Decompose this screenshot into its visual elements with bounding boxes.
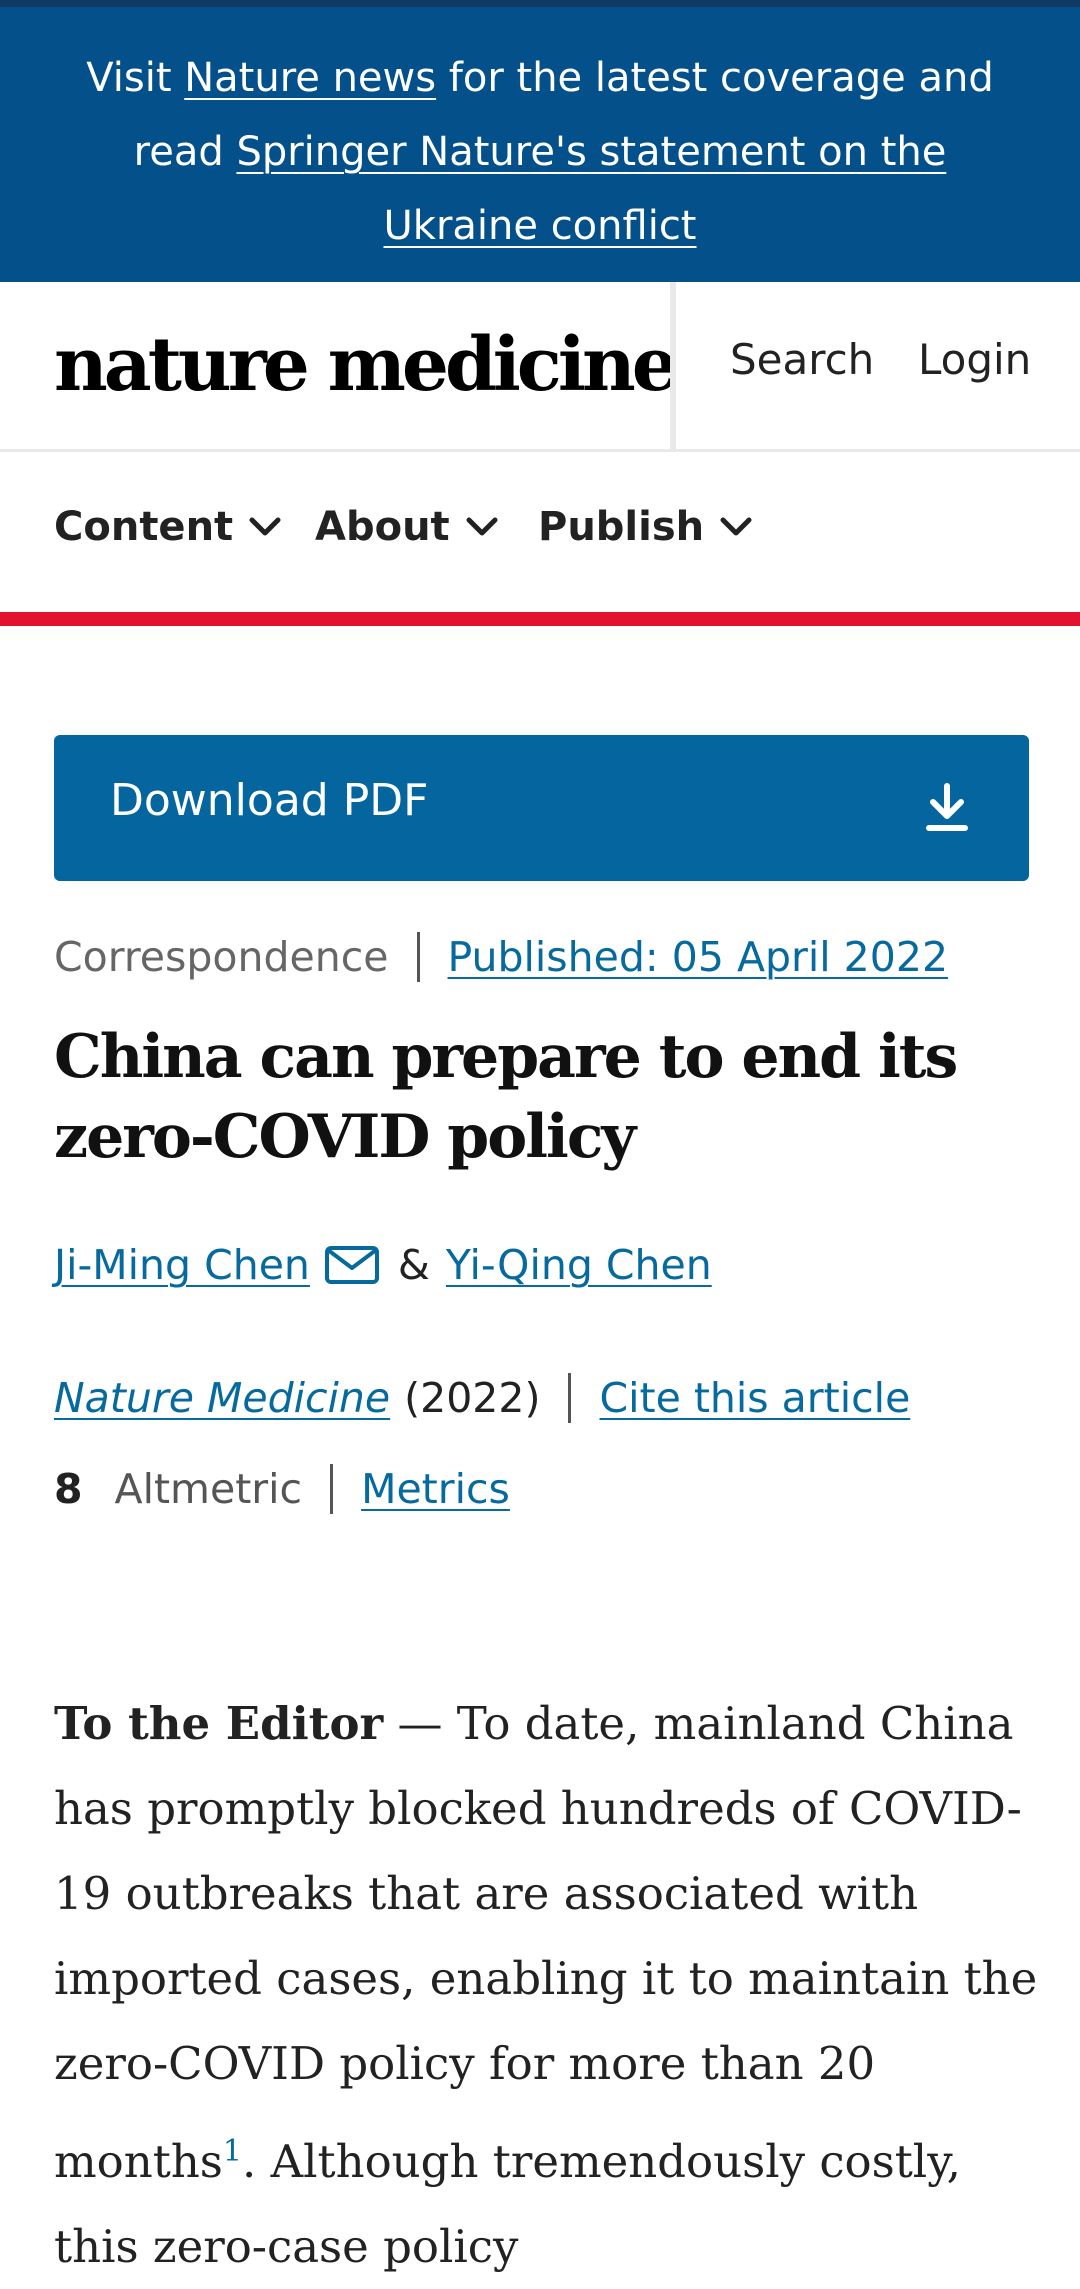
nav-label: Publish <box>538 504 705 550</box>
header-divider <box>670 282 676 449</box>
nature-medicine-logo[interactable]: nature medicine <box>54 322 679 408</box>
divider <box>330 1464 334 1514</box>
download-pdf-button[interactable]: Download PDF <box>54 735 1029 881</box>
altmetric-score: 8 <box>54 1465 83 1513</box>
article-type: Correspondence <box>54 933 389 981</box>
banner-text: Visit <box>86 55 185 101</box>
cite-article-link[interactable]: Cite this article <box>599 1374 911 1422</box>
login-link[interactable]: Login <box>918 335 1032 384</box>
altmetric-line: 8 Altmetric Metrics <box>54 1464 510 1514</box>
chevron-down-icon <box>466 516 498 538</box>
journal-link[interactable]: Nature Medicine <box>54 1374 391 1422</box>
reference-link[interactable]: 1 <box>222 2134 242 2169</box>
nav-label: Content <box>54 504 234 550</box>
nature-news-link[interactable]: Nature news <box>184 55 437 101</box>
site-header: nature medicine Search Login <box>0 282 1080 452</box>
accent-bar <box>0 612 1080 626</box>
notice-banner: Visit Nature news for the latest coverag… <box>0 0 1080 282</box>
metrics-link[interactable]: Metrics <box>361 1465 510 1513</box>
chevron-down-icon <box>249 516 281 538</box>
body-lead: To the Editor <box>54 1697 384 1750</box>
nav-content-menu[interactable]: Content <box>54 504 281 550</box>
article-body: To the Editor — To date, mainland China … <box>54 1681 1054 2289</box>
download-pdf-label: Download PDF <box>110 775 429 826</box>
published-date-link[interactable]: Published: 05 April 2022 <box>447 933 949 981</box>
nav-about-menu[interactable]: About <box>315 504 498 550</box>
body-text: — To date, mainland China has promptly b… <box>54 1697 1038 2188</box>
altmetric-label: Altmetric <box>114 1465 303 1513</box>
divider <box>416 932 420 982</box>
article-title: China can prepare to end its zero-COVID … <box>54 1022 958 1172</box>
banner-text: for the latest coverage and read <box>133 55 994 175</box>
springer-statement-link[interactable]: Springer Nature's statement on the Ukrai… <box>236 129 947 249</box>
author-link[interactable]: Yi-Qing Chen <box>445 1241 712 1289</box>
author-list: Ji-Ming Chen & Yi-Qing Chen <box>54 1241 712 1289</box>
search-link[interactable]: Search <box>730 335 875 384</box>
mail-icon[interactable] <box>324 1245 380 1285</box>
divider <box>568 1373 572 1423</box>
reference-marker: 1 <box>223 2126 242 2170</box>
citation-line: Nature Medicine (2022) Cite this article <box>54 1373 910 1423</box>
article-meta: Correspondence Published: 05 April 2022 <box>54 932 948 982</box>
nav-publish-menu[interactable]: Publish <box>538 504 752 550</box>
download-icon <box>925 783 969 837</box>
chevron-down-icon <box>720 516 752 538</box>
main-nav: Content About Publish <box>0 452 1080 612</box>
nav-label: About <box>315 504 450 550</box>
publication-year: (2022) <box>404 1374 541 1422</box>
author-link[interactable]: Ji-Ming Chen <box>54 1241 310 1289</box>
author-separator: & <box>397 1241 430 1289</box>
